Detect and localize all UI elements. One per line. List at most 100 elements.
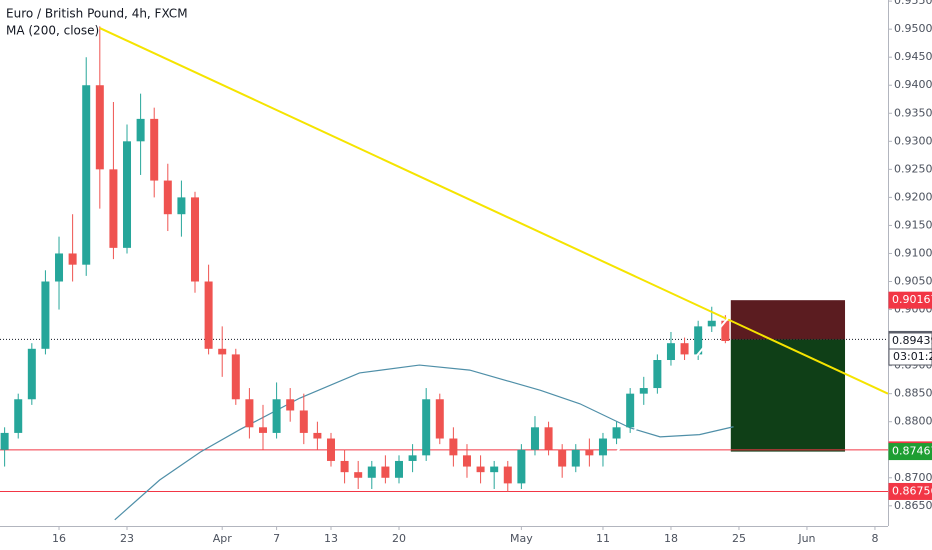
candle-body xyxy=(136,118,145,142)
candle-body xyxy=(598,438,607,456)
candle-body xyxy=(231,354,240,400)
candle-body xyxy=(14,399,23,433)
candle-body xyxy=(612,427,621,439)
candle-body xyxy=(109,169,118,248)
candle-body xyxy=(422,399,431,456)
candle-body xyxy=(41,281,50,349)
candle-body xyxy=(340,460,349,473)
candle-body xyxy=(408,455,417,461)
candle-body xyxy=(680,343,689,355)
price-tag-label: 0.86756 xyxy=(892,484,932,497)
candle-body xyxy=(490,466,499,473)
candle-body xyxy=(530,427,539,450)
candle-body xyxy=(245,399,254,428)
candle-body xyxy=(299,410,308,433)
x-tick-label: 18 xyxy=(664,532,678,545)
candle-body xyxy=(381,466,390,478)
price-tag-label: 0.87467 xyxy=(892,445,932,458)
candle-body xyxy=(721,320,730,342)
candle-body xyxy=(449,438,458,456)
candle-body xyxy=(150,118,159,181)
x-tick-label: 23 xyxy=(120,532,134,545)
x-tick-label: 25 xyxy=(732,532,746,545)
chart-title: Euro / British Pound, 4h, FXCM xyxy=(6,7,188,21)
candle-body xyxy=(707,320,716,327)
candle-body xyxy=(476,466,485,473)
x-tick-label: 8 xyxy=(871,532,878,545)
candle-body xyxy=(68,253,77,265)
candle-body xyxy=(0,432,9,450)
candle-body xyxy=(272,399,281,433)
candle-body xyxy=(163,180,172,215)
candle-body xyxy=(313,432,322,439)
x-tick-label: Jun xyxy=(797,532,815,545)
candle-body xyxy=(191,197,200,282)
candle-body xyxy=(558,449,567,467)
candle-body xyxy=(55,253,64,282)
candle-body xyxy=(394,460,403,478)
candle-body xyxy=(218,348,227,355)
candle-body xyxy=(626,393,635,428)
candle-body xyxy=(666,343,675,361)
candle-body xyxy=(177,197,186,215)
price-tag xyxy=(888,482,932,500)
x-tick-label: Apr xyxy=(213,532,233,545)
trend-line xyxy=(596,317,729,476)
price-tag-label: 0.89439 xyxy=(892,334,932,347)
candle-body xyxy=(653,360,662,389)
candle-body xyxy=(27,348,36,400)
candle-body xyxy=(435,399,444,439)
candle-body xyxy=(259,427,268,433)
candle-body xyxy=(571,449,580,467)
x-tick-label: 16 xyxy=(52,532,66,545)
candle-body xyxy=(367,466,376,478)
candle-body xyxy=(462,455,471,467)
candle-body xyxy=(82,85,91,265)
price-tag xyxy=(888,291,932,309)
candle-body xyxy=(517,449,526,484)
candle-body xyxy=(286,399,295,411)
x-tick-label: 20 xyxy=(392,532,406,545)
candle-body xyxy=(694,326,703,355)
indicator-legend: MA (200, close) xyxy=(6,24,99,38)
countdown-box xyxy=(888,348,932,366)
profit-zone xyxy=(730,339,846,452)
candle-body xyxy=(585,449,594,456)
candle-body xyxy=(639,388,648,394)
x-tick-label: 13 xyxy=(324,532,338,545)
plot-area xyxy=(0,26,889,521)
y-tick-label: 0.95500 xyxy=(894,0,932,7)
price-tag xyxy=(888,443,932,461)
price-tag-label: 0.90167 xyxy=(892,293,932,306)
candle-body xyxy=(544,427,553,450)
x-tick-label: 7 xyxy=(273,532,280,545)
moving-average xyxy=(114,364,734,521)
x-tick-label: May xyxy=(510,532,533,545)
trend-line xyxy=(99,27,889,395)
x-tick-label: 11 xyxy=(596,532,610,545)
candle-body xyxy=(354,472,363,478)
candle-body xyxy=(204,281,213,349)
candle-body xyxy=(326,438,335,461)
candle-body xyxy=(503,466,512,484)
candle-body xyxy=(123,141,132,248)
candle-body xyxy=(95,85,104,170)
countdown: 03:01:22 xyxy=(893,350,932,363)
loss-zone xyxy=(730,300,846,340)
